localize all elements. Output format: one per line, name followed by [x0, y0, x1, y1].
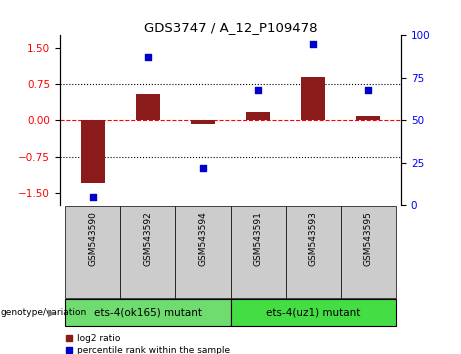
Bar — [230, 299, 396, 326]
Title: GDS3747 / A_12_P109478: GDS3747 / A_12_P109478 — [144, 21, 317, 34]
Text: GSM543594: GSM543594 — [199, 211, 207, 266]
Point — [254, 87, 262, 93]
Point — [199, 165, 207, 171]
Point — [309, 41, 317, 47]
Bar — [190, 120, 215, 124]
Bar — [356, 116, 380, 120]
Text: GSM543595: GSM543595 — [364, 211, 372, 266]
Bar — [65, 299, 230, 326]
Bar — [246, 112, 271, 120]
Bar — [285, 206, 341, 298]
Bar — [136, 94, 160, 120]
Text: genotype/variation: genotype/variation — [0, 308, 87, 317]
Legend: log2 ratio, percentile rank within the sample: log2 ratio, percentile rank within the s… — [65, 334, 230, 354]
Text: GSM543591: GSM543591 — [254, 211, 262, 266]
Bar — [230, 206, 285, 298]
Point — [144, 55, 152, 60]
Text: GSM543590: GSM543590 — [89, 211, 97, 266]
Bar — [120, 206, 176, 298]
Bar — [176, 206, 230, 298]
Point — [89, 194, 97, 200]
Bar — [341, 206, 396, 298]
Text: ets-4(ok165) mutant: ets-4(ok165) mutant — [94, 308, 202, 318]
Text: ▶: ▶ — [48, 308, 55, 318]
Bar — [301, 77, 325, 120]
Text: GSM543593: GSM543593 — [308, 211, 318, 266]
Text: GSM543592: GSM543592 — [143, 211, 153, 266]
Bar — [81, 120, 105, 183]
Bar — [65, 206, 120, 298]
Text: ets-4(uz1) mutant: ets-4(uz1) mutant — [266, 308, 360, 318]
Point — [364, 87, 372, 93]
